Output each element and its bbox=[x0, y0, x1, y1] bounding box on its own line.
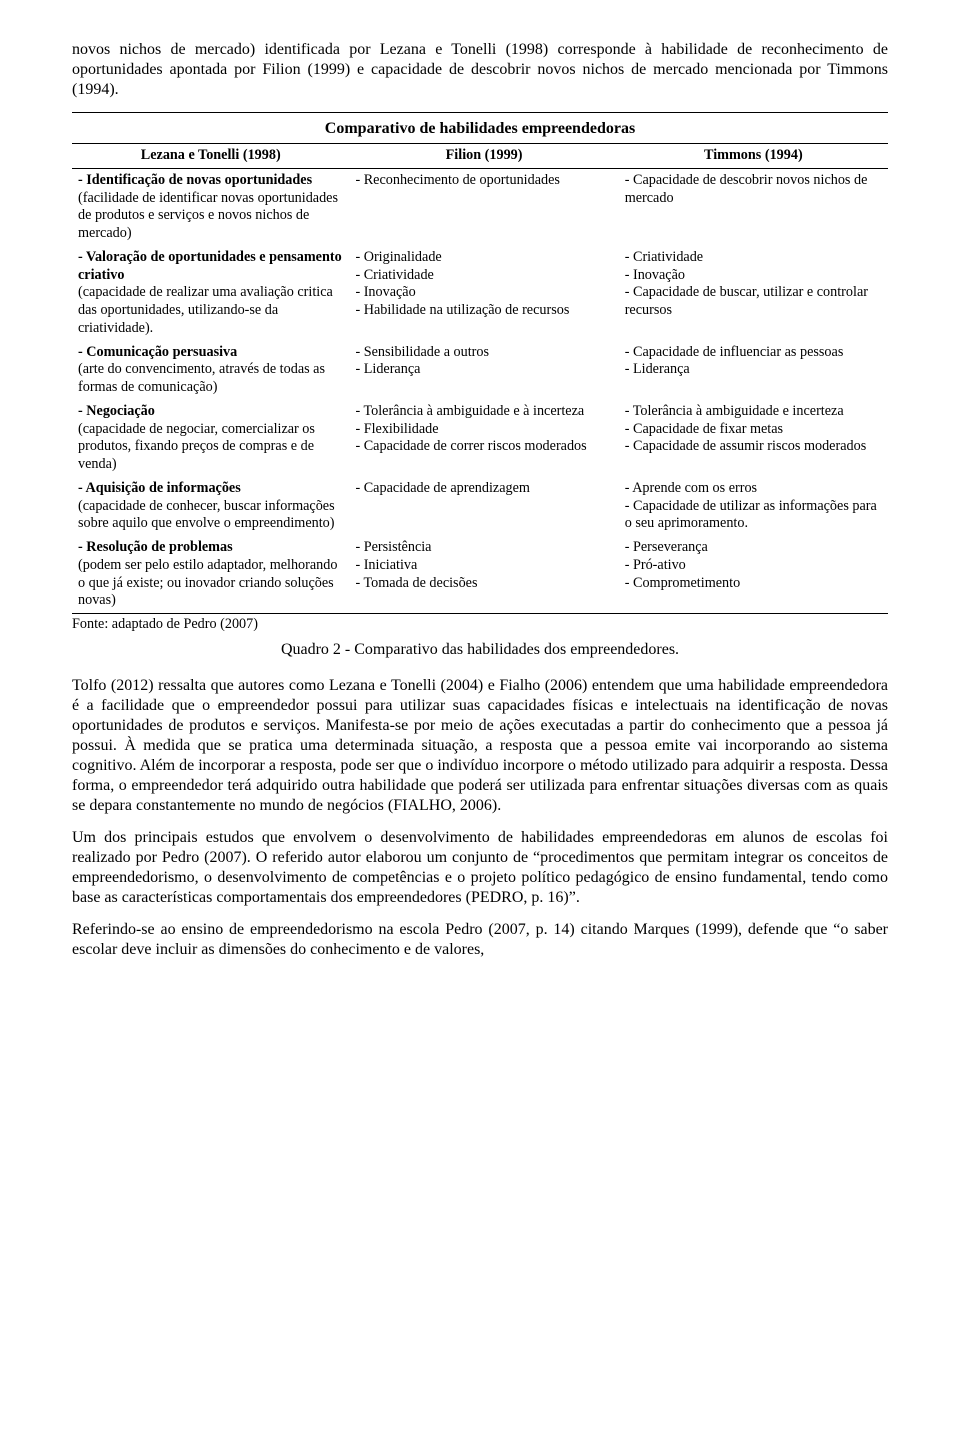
row-desc: (capacidade de conhecer, buscar informaç… bbox=[78, 498, 335, 532]
row-title: - Comunicação persuasiva bbox=[78, 344, 237, 360]
row-title: - Resolução de problemas bbox=[78, 539, 233, 555]
table-row: - Aquisição de informações (capacidade de… bbox=[72, 477, 888, 536]
table-cell: - Originalidade- Criatividade- Inovação-… bbox=[349, 246, 618, 341]
table-cell: - Aprende com os erros- Capacidade de ut… bbox=[619, 477, 888, 536]
row-desc: (capacidade de realizar uma avaliação cr… bbox=[78, 284, 333, 336]
table-cell: - Identificação de novas oportunidades (f… bbox=[72, 168, 349, 246]
document-page: novos nichos de mercado) identificada po… bbox=[0, 0, 960, 1012]
table-cell: - Persistência- Iniciativa- Tomada de de… bbox=[349, 536, 618, 614]
table-cell: - Perseverança- Pró-ativo- Comprometimen… bbox=[619, 536, 888, 614]
table-row: - Negociação (capacidade de negociar, com… bbox=[72, 400, 888, 477]
table-cell: - Capacidade de influenciar as pessoas- … bbox=[619, 341, 888, 400]
table-source: Fonte: adaptado de Pedro (2007) bbox=[72, 616, 888, 634]
row-desc: (arte do convencimento, através de todas… bbox=[78, 361, 325, 395]
comparison-table: Lezana e Tonelli (1998) Filion (1999) Ti… bbox=[72, 143, 888, 614]
row-desc: (facilidade de identificar novas oportun… bbox=[78, 190, 338, 242]
table-cell: - Tolerância à ambiguidade e à incerteza… bbox=[349, 400, 618, 477]
table-cell: - Valoração de oportunidades e pensament… bbox=[72, 246, 349, 341]
table-header: Lezana e Tonelli (1998) bbox=[72, 144, 349, 169]
row-title: - Negociação bbox=[78, 403, 155, 419]
table-cell: - Criatividade- Inovação- Capacidade de … bbox=[619, 246, 888, 341]
table-caption: Quadro 2 - Comparativo das habilidades d… bbox=[72, 640, 888, 660]
row-desc: (podem ser pelo estilo adaptador, melhor… bbox=[78, 557, 337, 609]
body-paragraph: Referindo-se ao ensino de empreendedoris… bbox=[72, 920, 888, 960]
table-title: Comparativo de habilidades empreendedora… bbox=[72, 112, 888, 139]
row-title: - Valoração de oportunidades e pensament… bbox=[78, 249, 342, 283]
body-paragraph: Tolfo (2012) ressalta que autores como L… bbox=[72, 676, 888, 816]
table-cell: - Negociação (capacidade de negociar, com… bbox=[72, 400, 349, 477]
table-cell: - Reconhecimento de oportunidades bbox=[349, 168, 618, 246]
table-row: - Identificação de novas oportunidades (f… bbox=[72, 168, 888, 246]
table-cell: - Aquisição de informações (capacidade de… bbox=[72, 477, 349, 536]
table-cell: - Resolução de problemas (podem ser pelo … bbox=[72, 536, 349, 614]
table-cell: - Tolerância à ambiguidade e incerteza- … bbox=[619, 400, 888, 477]
table-header: Filion (1999) bbox=[349, 144, 618, 169]
table-header: Timmons (1994) bbox=[619, 144, 888, 169]
row-desc: (capacidade de negociar, comercializar o… bbox=[78, 421, 315, 473]
row-title: - Identificação de novas oportunidades bbox=[78, 172, 312, 188]
table-row: - Resolução de problemas (podem ser pelo … bbox=[72, 536, 888, 614]
table-body: - Identificação de novas oportunidades (f… bbox=[72, 168, 888, 613]
table-cell: - Sensibilidade a outros- Liderança bbox=[349, 341, 618, 400]
table-cell: - Capacidade de aprendizagem bbox=[349, 477, 618, 536]
table-row: - Valoração de oportunidades e pensament… bbox=[72, 246, 888, 341]
table-row: - Comunicação persuasiva(arte do convenc… bbox=[72, 341, 888, 400]
body-paragraph: Um dos principais estudos que envolvem o… bbox=[72, 828, 888, 908]
row-title: - Aquisição de informações bbox=[78, 480, 241, 496]
table-cell: - Comunicação persuasiva(arte do convenc… bbox=[72, 341, 349, 400]
intro-paragraph: novos nichos de mercado) identificada po… bbox=[72, 40, 888, 100]
table-cell: - Capacidade de descobrir novos nichos d… bbox=[619, 168, 888, 246]
